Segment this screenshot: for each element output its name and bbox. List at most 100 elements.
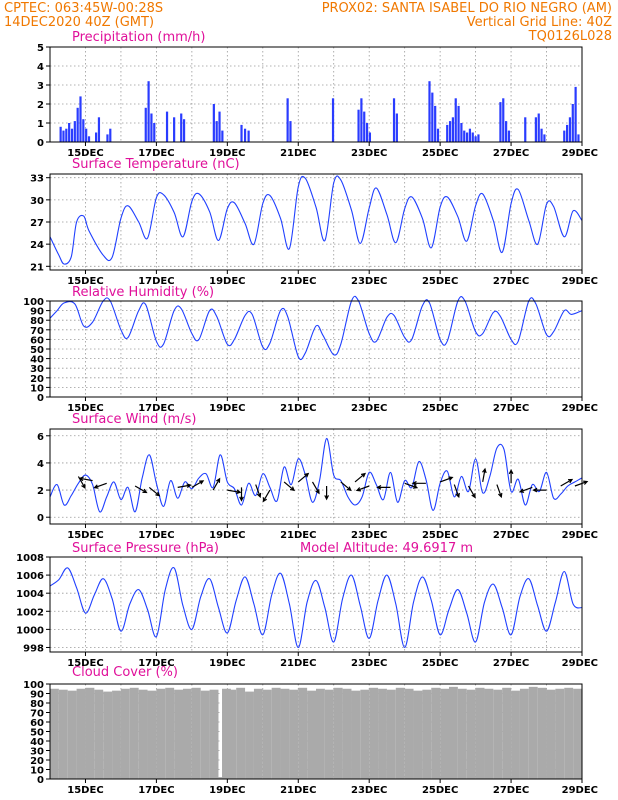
cloud-bar [67,690,77,779]
cloud-bar [386,689,396,779]
precip-bar [360,98,363,142]
wind-arrow [297,472,310,483]
precip-bar [144,107,147,142]
precip-bar [392,98,396,142]
wind-ytick-label: 4 [37,459,44,470]
rh-ytick-label: 0 [37,393,44,404]
cloud-bar [76,688,86,779]
header-station-name: PROX02: SANTA ISABEL DO RIO NEGRO (AM) [322,1,612,16]
precip-bar [286,98,289,142]
pressure-ytick-label: 1008 [16,553,44,564]
cloud-xtick-label: 23DEC [351,785,387,796]
cloud-bar [555,688,565,779]
cloud-bar [103,691,113,779]
cloud-bar [528,686,538,779]
cloud-bar [129,687,139,779]
header-init-time: 14DEC2020 40Z (GMT) [4,15,154,30]
precip-bar [577,134,580,142]
wind-arrow [376,484,391,490]
precip-bar [468,128,472,142]
temp-frame [49,173,583,271]
wind-ytick-label: 2 [37,486,44,497]
wind-arrow [496,484,503,499]
pressure-xtick-label: 27DEC [493,658,529,669]
cloud-bar [307,690,316,779]
precip-frame [49,46,583,143]
precip-bar [65,128,68,142]
cloud-xtick-label: 21DEC [280,785,316,796]
precip-bar [571,104,574,142]
wind-arrow [191,480,205,488]
rh-ytick-label: 10 [30,383,44,394]
cloud-ytick-label: 0 [37,775,44,786]
precip-bar [574,86,577,142]
temp-xtick-label: 19DEC [209,276,245,287]
cloud-bar [546,689,556,779]
pressure-xtick-label: 29DEC [562,658,598,669]
temp-xtick-label: 17DEC [138,276,174,287]
precip-bar [289,121,292,142]
precip-bar [180,113,183,142]
precip-bar [221,130,224,142]
wind-arrow [177,483,192,488]
cloud-ytick-label: 20 [30,756,44,767]
wind-xtick-label: 29DEC [562,530,598,541]
precip-ytick-label: 4 [37,62,44,73]
pressure-ytick-label: 1000 [16,625,44,636]
pressure-xtick-label: 21DEC [280,658,316,669]
precip-bar [95,132,98,142]
precip-bar [240,124,243,142]
wind-xtick-label: 25DEC [422,530,458,541]
wind-arrow [355,485,370,492]
cloud-xtick-label: 19DEC [209,785,245,796]
precip-bar [537,113,540,142]
cloud-bar [475,687,485,779]
precip-bar [97,117,101,142]
wind-series-line [49,437,583,513]
pressure-xtick-label: 17DEC [138,658,174,669]
rh-xtick-label: 15DEC [67,403,103,414]
wind-arrow [134,485,148,494]
precip-xtick-label: 19DEC [209,148,245,159]
pressure-ytick-label: 1006 [16,571,44,582]
rh-xtick-label: 27DEC [493,403,529,414]
precip-bar [70,128,74,142]
precip-bar [499,102,502,142]
wind-arrow [324,486,330,501]
wind-arrow [262,489,271,503]
wind-arrow [354,472,367,483]
pressure-xtick-label: 19DEC [209,658,245,669]
cloud-bar [50,688,59,779]
precip-bar [165,111,169,142]
header-grid-line-note: Vertical Grid Line: 40Z [467,15,612,30]
precip-ytick-label: 1 [37,119,44,130]
precip-bar [431,92,434,142]
pressure-title: Surface Pressure (hPa) [72,541,219,556]
cloud-bar [236,687,246,779]
cloud-bar [253,688,263,779]
precip-bar [59,126,62,142]
wind-xtick-label: 19DEC [209,530,245,541]
precip-ytick-label: 3 [37,81,44,92]
cloud-bar [342,688,352,779]
precip-bar [460,123,463,142]
precip-bar [566,124,569,142]
precip-bar [76,107,79,142]
wind-arrow [93,482,107,489]
rh-ytick-label: 70 [30,326,44,337]
precip-bar [474,136,477,142]
precip-bar [540,128,543,142]
rh-xtick-label: 17DEC [138,403,174,414]
cloud-frame [49,683,583,780]
cloud-bar [94,689,104,779]
precip-bar [218,111,221,142]
cloud-bar [457,688,467,779]
cloud-bar [183,688,192,779]
cloud-bar [493,689,503,779]
wind-arrow [560,478,574,487]
cloud-ytick-label: 90 [30,690,44,701]
temp-ytick-label: 27 [30,218,44,229]
precip-bar [463,130,466,142]
precip-bar [543,134,546,142]
precip-bar [457,105,460,142]
